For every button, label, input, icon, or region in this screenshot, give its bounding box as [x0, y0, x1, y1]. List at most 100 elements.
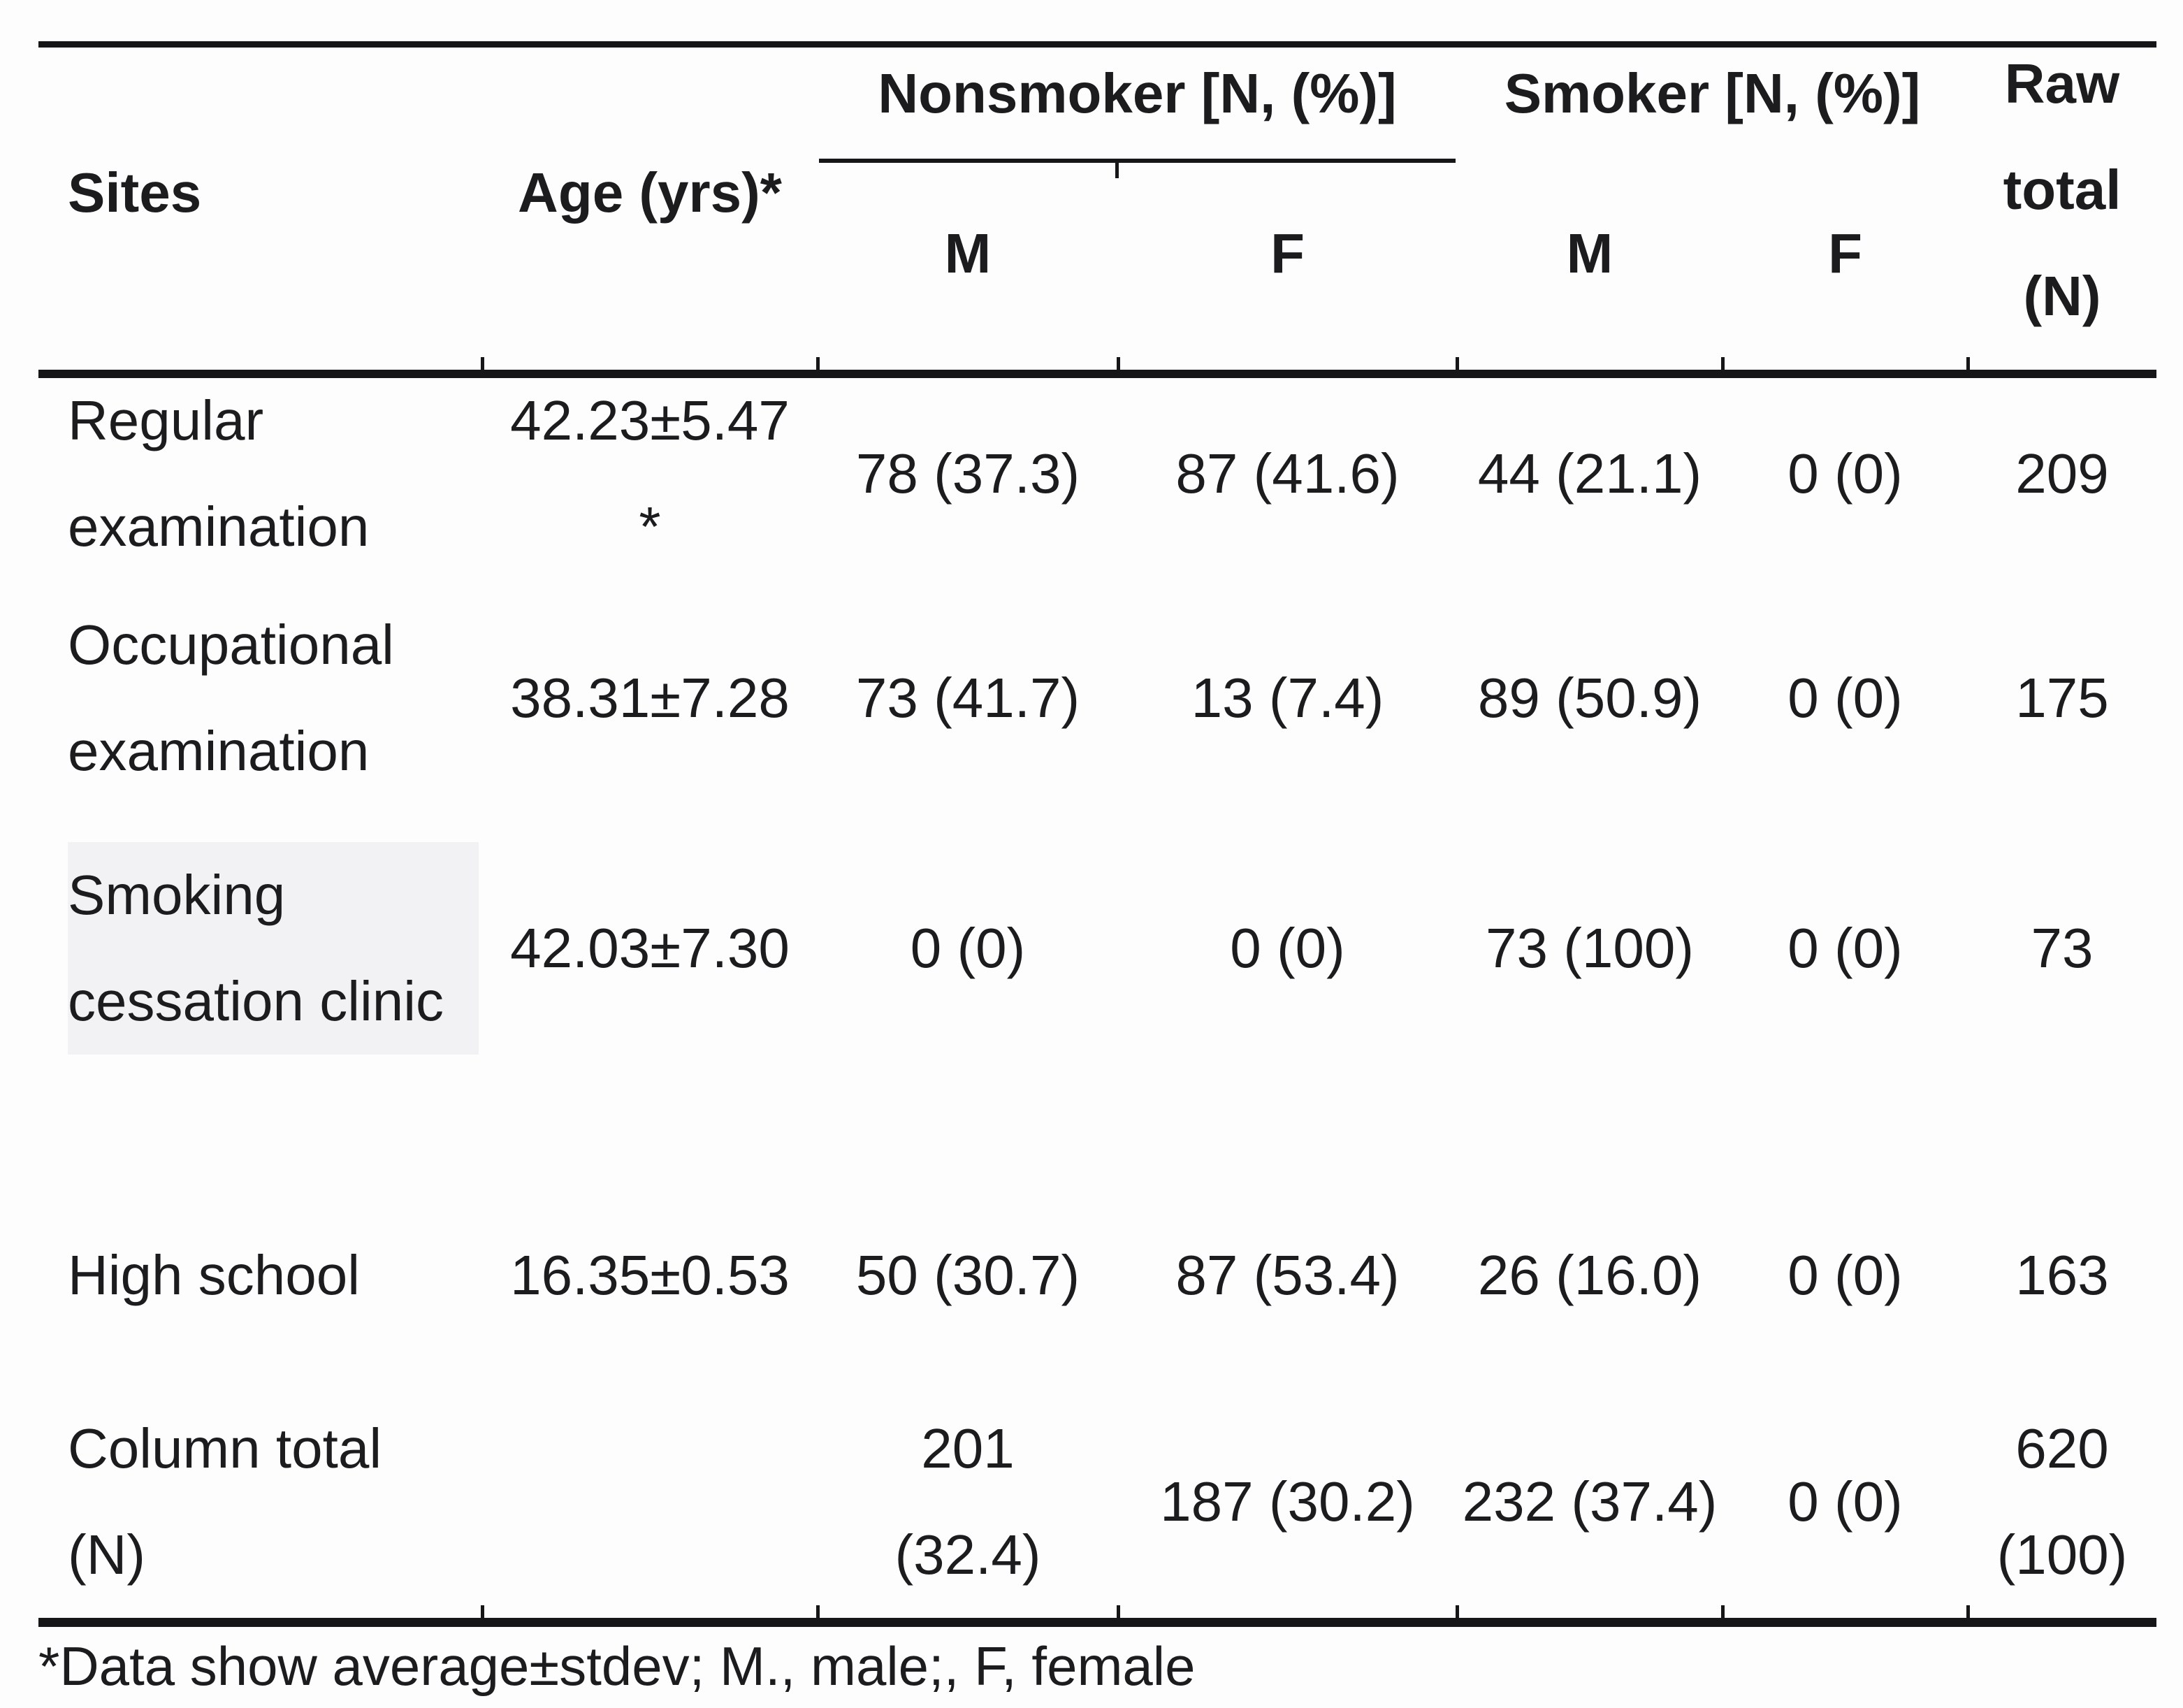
column-header-smoker-male: M	[1566, 222, 1613, 284]
column-divider-tick	[1117, 1605, 1120, 1618]
row1-raw-total-cell: 209	[1968, 370, 2156, 578]
row5-smoker-m-cell: 232 (37.4)	[1457, 1386, 1723, 1618]
header-cell-sites: Sites	[38, 48, 482, 370]
column-divider-tick	[1117, 357, 1120, 370]
table-top-rule	[38, 41, 2156, 48]
row3-smoker-m-cell: 73 (100)	[1457, 802, 1723, 1095]
row3-smoker-f-value: 0 (0)	[1787, 917, 1903, 979]
row4-raw-total-value: 163	[2015, 1244, 2109, 1306]
row2-raw-total-value: 175	[2015, 667, 2109, 729]
smoker-group-label: Smoker [N, (%)]	[1504, 62, 1921, 124]
nonsmoker-group-label: Nonsmoker [N, (%)]	[878, 62, 1397, 124]
row2-nonsmoker-m-value: 73 (41.7)	[855, 667, 1080, 729]
row4-smoker-m-value: 26 (16.0)	[1477, 1244, 1702, 1306]
row3-raw-total-value: 73	[2031, 917, 2094, 979]
row3-nonsmoker-m-value: 0 (0)	[910, 917, 1026, 979]
column-divider-tick	[1721, 1605, 1725, 1618]
row3-nonsmoker-f-cell: 0 (0)	[1118, 802, 1457, 1095]
row3-age-value: 42.03±7.30	[510, 917, 790, 979]
row2-age-value: 38.31±7.28	[510, 667, 790, 729]
row1-raw-total-value: 209	[2015, 442, 2109, 505]
row1-age-value: 42.23±5.47 *	[510, 389, 790, 558]
row3-smoker-f-cell: 0 (0)	[1723, 802, 1968, 1095]
row1-site-label: Regular examination	[68, 389, 370, 558]
row2-age-cell: 38.31±7.28	[482, 578, 818, 818]
column-divider-tick	[1456, 357, 1459, 370]
row5-site-label: Column total (N)	[68, 1417, 382, 1586]
column-header-nonsmoker-female: F	[1270, 222, 1305, 284]
row2-nonsmoker-f-value: 13 (7.4)	[1191, 667, 1384, 729]
row4-age-value: 16.35±0.53	[510, 1244, 790, 1306]
row1-age-cell: 42.23±5.47 *	[482, 370, 818, 578]
column-divider-tick	[1721, 357, 1725, 370]
row4-smoker-m-cell: 26 (16.0)	[1457, 1138, 1723, 1412]
column-header-sites: Sites	[68, 161, 202, 224]
row4-nonsmoker-m-value: 50 (30.7)	[855, 1244, 1080, 1306]
nonsmoker-subheaders: M F	[818, 226, 1457, 282]
header-cell-age: Age (yrs)*	[482, 48, 818, 370]
row2-smoker-f-value: 0 (0)	[1787, 667, 1903, 729]
column-divider-tick	[816, 1605, 820, 1618]
row3-smoker-m-value: 73 (100)	[1486, 917, 1694, 979]
row1-nonsmoker-f-value: 87 (41.6)	[1175, 442, 1400, 505]
smoker-subheaders: M F	[1457, 226, 1968, 282]
row5-smoker-f-cell: 0 (0)	[1723, 1386, 1968, 1618]
row4-nonsmoker-f-value: 87 (53.4)	[1175, 1244, 1400, 1306]
column-divider-tick	[1115, 163, 1119, 178]
row5-raw-total-value: 620 (100)	[1996, 1417, 2128, 1586]
header-separator-rule	[38, 370, 2156, 378]
row5-nonsmoker-f-value: 187 (30.2)	[1160, 1470, 1415, 1533]
row4-age-cell: 16.35±0.53	[482, 1138, 818, 1412]
row1-smoker-m-cell: 44 (21.1)	[1457, 370, 1723, 578]
column-divider-tick	[1966, 357, 1970, 370]
nonsmoker-spanner-rule	[819, 159, 1456, 163]
table-footnote: *Data show average±stdev; M., male;, F, …	[38, 1635, 1196, 1697]
column-header-raw-total: Raw total (N)	[2003, 52, 2122, 327]
row3-site-cell: Smoking cessation clinic	[38, 802, 482, 1095]
row2-nonsmoker-f-cell: 13 (7.4)	[1118, 578, 1457, 818]
column-header-nonsmoker-male: M	[944, 222, 992, 284]
row5-smoker-m-value: 232 (37.4)	[1462, 1470, 1718, 1533]
row5-site-cell: Column total (N)	[38, 1386, 482, 1618]
data-table: Sites Age (yrs)* Nonsmoker [N, (%)] M F …	[38, 48, 2156, 1618]
row4-nonsmoker-m-cell: 50 (30.7)	[818, 1138, 1118, 1412]
column-divider-tick	[481, 357, 484, 370]
row4-nonsmoker-f-cell: 87 (53.4)	[1118, 1138, 1457, 1412]
row2-nonsmoker-m-cell: 73 (41.7)	[818, 578, 1118, 818]
row5-nonsmoker-m-cell: 201 (32.4)	[818, 1386, 1118, 1618]
column-header-smoker-female: F	[1828, 222, 1862, 284]
row3-age-cell: 42.03±7.30	[482, 802, 818, 1095]
header-cell-raw-total: Raw total (N)	[1968, 48, 2156, 370]
row2-site-label: Occupational examination	[68, 614, 394, 782]
row1-site-cell: Regular examination	[38, 370, 482, 578]
table-bottom-rule	[38, 1618, 2156, 1627]
row4-raw-total-cell: 163	[1968, 1138, 2156, 1412]
row1-smoker-f-cell: 0 (0)	[1723, 370, 1968, 578]
row5-smoker-f-value: 0 (0)	[1787, 1470, 1903, 1533]
column-divider-tick	[816, 357, 820, 370]
row4-smoker-f-value: 0 (0)	[1787, 1244, 1903, 1306]
row1-nonsmoker-f-cell: 87 (41.6)	[1118, 370, 1457, 578]
row2-smoker-f-cell: 0 (0)	[1723, 578, 1968, 818]
column-divider-tick	[1966, 1605, 1970, 1618]
row5-nonsmoker-f-cell: 187 (30.2)	[1118, 1386, 1457, 1618]
row1-nonsmoker-m-cell: 78 (37.3)	[818, 370, 1118, 578]
column-divider-tick	[481, 1605, 484, 1618]
row5-age-cell	[482, 1386, 818, 1618]
column-divider-tick	[1456, 1605, 1459, 1618]
row1-smoker-f-value: 0 (0)	[1787, 442, 1903, 505]
row1-smoker-m-value: 44 (21.1)	[1477, 442, 1702, 505]
header-group-smoker: Smoker [N, (%)] M F	[1457, 48, 1968, 370]
row4-site-cell: High school	[38, 1138, 482, 1412]
row3-nonsmoker-f-value: 0 (0)	[1230, 917, 1345, 979]
row5-nonsmoker-m-value: 201 (32.4)	[894, 1417, 1041, 1586]
row2-site-cell: Occupational examination	[38, 578, 482, 818]
row4-smoker-f-cell: 0 (0)	[1723, 1138, 1968, 1412]
row2-smoker-m-value: 89 (50.9)	[1477, 667, 1702, 729]
row2-smoker-m-cell: 89 (50.9)	[1457, 578, 1723, 818]
row5-raw-total-cell: 620 (100)	[1968, 1386, 2156, 1618]
row4-site-label: High school	[68, 1244, 361, 1306]
row1-nonsmoker-m-value: 78 (37.3)	[855, 442, 1080, 505]
header-group-nonsmoker: Nonsmoker [N, (%)] M F	[818, 48, 1457, 370]
